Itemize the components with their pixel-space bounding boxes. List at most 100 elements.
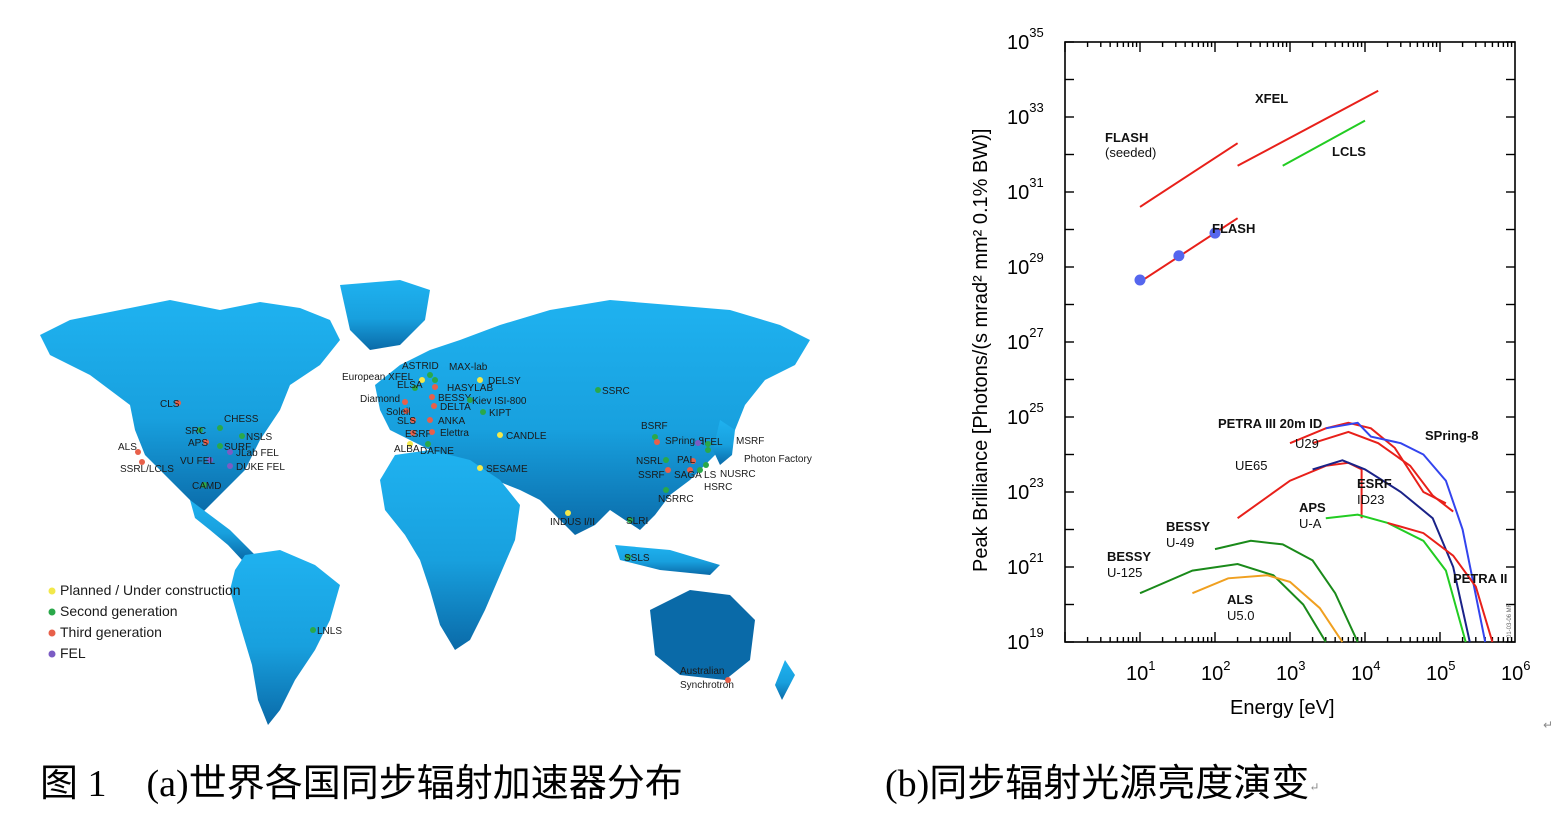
facility-max-lab: MAX-lab <box>432 362 488 383</box>
facility-kipt: KIPT <box>480 408 511 419</box>
facility-label: BSRF <box>641 421 668 432</box>
series-sublabel: U-125 <box>1107 565 1142 580</box>
series-line <box>1325 513 1467 643</box>
facility-label: SSRF <box>638 470 665 481</box>
series-label: FLASH <box>1212 221 1255 236</box>
facility-label: SSRL/LCLS <box>120 464 174 475</box>
facility-elsa: ELSA <box>397 380 423 391</box>
series-line <box>1237 461 1363 520</box>
legend-dot <box>48 629 56 637</box>
continent-north-america <box>40 300 340 515</box>
facility-label: BESSY <box>438 393 472 404</box>
series-3 <box>1134 217 1239 286</box>
legend-item-0: Planned / Under construction <box>48 582 241 598</box>
y-tick-label: 1029 <box>1007 250 1044 279</box>
legend-label: FEL <box>60 645 86 661</box>
series-6 <box>1237 461 1363 520</box>
facility-nusrc: NUSRC <box>703 462 756 480</box>
series-sublabel: U-49 <box>1166 535 1194 550</box>
facility-label: Synchrotron <box>680 680 734 691</box>
x-tick-label: 104 <box>1351 658 1380 685</box>
continent-eurasia <box>375 300 810 535</box>
facility-label: ASTRID <box>402 361 439 372</box>
facility-ssrl-lcls: SSRL/LCLS <box>120 459 174 475</box>
series-line <box>1139 562 1327 643</box>
facility-label: DELTA <box>440 402 471 413</box>
facility-label: Australian <box>680 666 724 677</box>
facility-label: JLab FEL <box>236 448 279 459</box>
facility-bsrf: BSRF <box>641 421 668 440</box>
series-7 <box>1325 421 1487 643</box>
facility-slri: SLRI <box>626 516 648 527</box>
facility-pal: PAL <box>677 455 696 466</box>
series-marker <box>1173 250 1185 262</box>
facility-label: Diamond <box>360 394 400 405</box>
series-9 <box>1325 513 1467 643</box>
series-sublabel: U-A <box>1299 516 1322 531</box>
facility-label: LNLS <box>317 626 342 637</box>
facility-label: NUSRC <box>720 469 756 480</box>
series-sublabel: (seeded) <box>1105 145 1156 160</box>
x-tick-label: 105 <box>1426 658 1455 685</box>
y-tick-label: 1031 <box>1007 175 1044 204</box>
facility-cls: CLS <box>160 399 181 410</box>
facility-label: VU FEL <box>180 456 215 467</box>
series-label: LCLS <box>1332 144 1366 159</box>
series-2 <box>1282 119 1366 167</box>
facility-ifel: iFEL <box>695 437 723 448</box>
series-label: FLASH <box>1105 130 1148 145</box>
facility-label: iFEL <box>702 437 723 448</box>
caption-a: 图 1 (a)世界各国同步辐射加速器分布 <box>40 752 683 807</box>
series-label: U29 <box>1295 436 1319 451</box>
facility-diamond: Diamond <box>360 394 408 405</box>
legend-dot <box>48 608 56 616</box>
facility-jlab-fel: JLab FEL <box>227 448 279 459</box>
series-13 <box>1192 574 1344 643</box>
continent-australia <box>650 590 755 680</box>
series-line <box>1214 539 1359 643</box>
caption-b-text: (b)同步辐射光源亮度演变 <box>885 763 1310 805</box>
caption-b: (b)同步辐射光源亮度演变↵ <box>885 752 1319 807</box>
continent-central-america <box>190 500 255 560</box>
facility-label: SESAME <box>486 464 528 475</box>
facility-label: HASYLAB <box>447 383 493 394</box>
series-line <box>1139 142 1239 208</box>
facility-als: ALS <box>118 442 141 455</box>
facility-src: SRC <box>185 426 206 437</box>
continent-indonesia <box>615 545 720 575</box>
series-label: UE65 <box>1235 458 1268 473</box>
facility-label: SLRI <box>626 516 648 527</box>
facility-label: ALBA <box>394 444 420 455</box>
facility-lnls: LNLS <box>310 626 342 637</box>
facility-label: APS <box>188 438 208 449</box>
continent-new-zealand <box>775 660 795 700</box>
facility-label: SLS <box>397 416 416 427</box>
facility-spring-8: SPring-8 <box>654 436 704 447</box>
series-10 <box>1387 521 1494 643</box>
y-tick-label: 1023 <box>1007 475 1044 504</box>
facility-anka: ANKA <box>427 416 466 427</box>
continent-japan <box>713 420 735 465</box>
facility-chess: CHESS <box>217 414 259 431</box>
facility-duke-fel: DUKE FEL <box>227 462 285 473</box>
series-sublabel: U5.0 <box>1227 608 1254 623</box>
series-label: ESRF <box>1357 476 1392 491</box>
y-tick-label: 1019 <box>1007 625 1044 654</box>
facility-label: KIPT <box>489 408 511 419</box>
facility-label: SAGA LS <box>674 470 717 481</box>
x-axis-label: Energy [eV] <box>1230 697 1335 719</box>
series-sublabel: ID23 <box>1357 492 1384 507</box>
y-tick-label: 1027 <box>1007 325 1044 354</box>
facility-delsy: DELSY <box>477 376 521 387</box>
legend-dot <box>48 650 56 658</box>
facility-label: MAX-lab <box>449 362 488 373</box>
facility-elettra: Elettra <box>429 428 469 439</box>
legend-item-1: Second generation <box>48 603 178 619</box>
series-line <box>1237 89 1379 167</box>
facility-label: SURF <box>224 442 251 453</box>
facility-nsrrc: NSRRC <box>658 487 694 505</box>
series-label: BESSY <box>1107 549 1151 564</box>
brilliance-chart: 101 102 103 104 105 106 1019 1021 1023 1025 1027 10… <box>970 25 1530 719</box>
facility-label: CLS <box>160 399 180 410</box>
series-11 <box>1214 539 1359 643</box>
